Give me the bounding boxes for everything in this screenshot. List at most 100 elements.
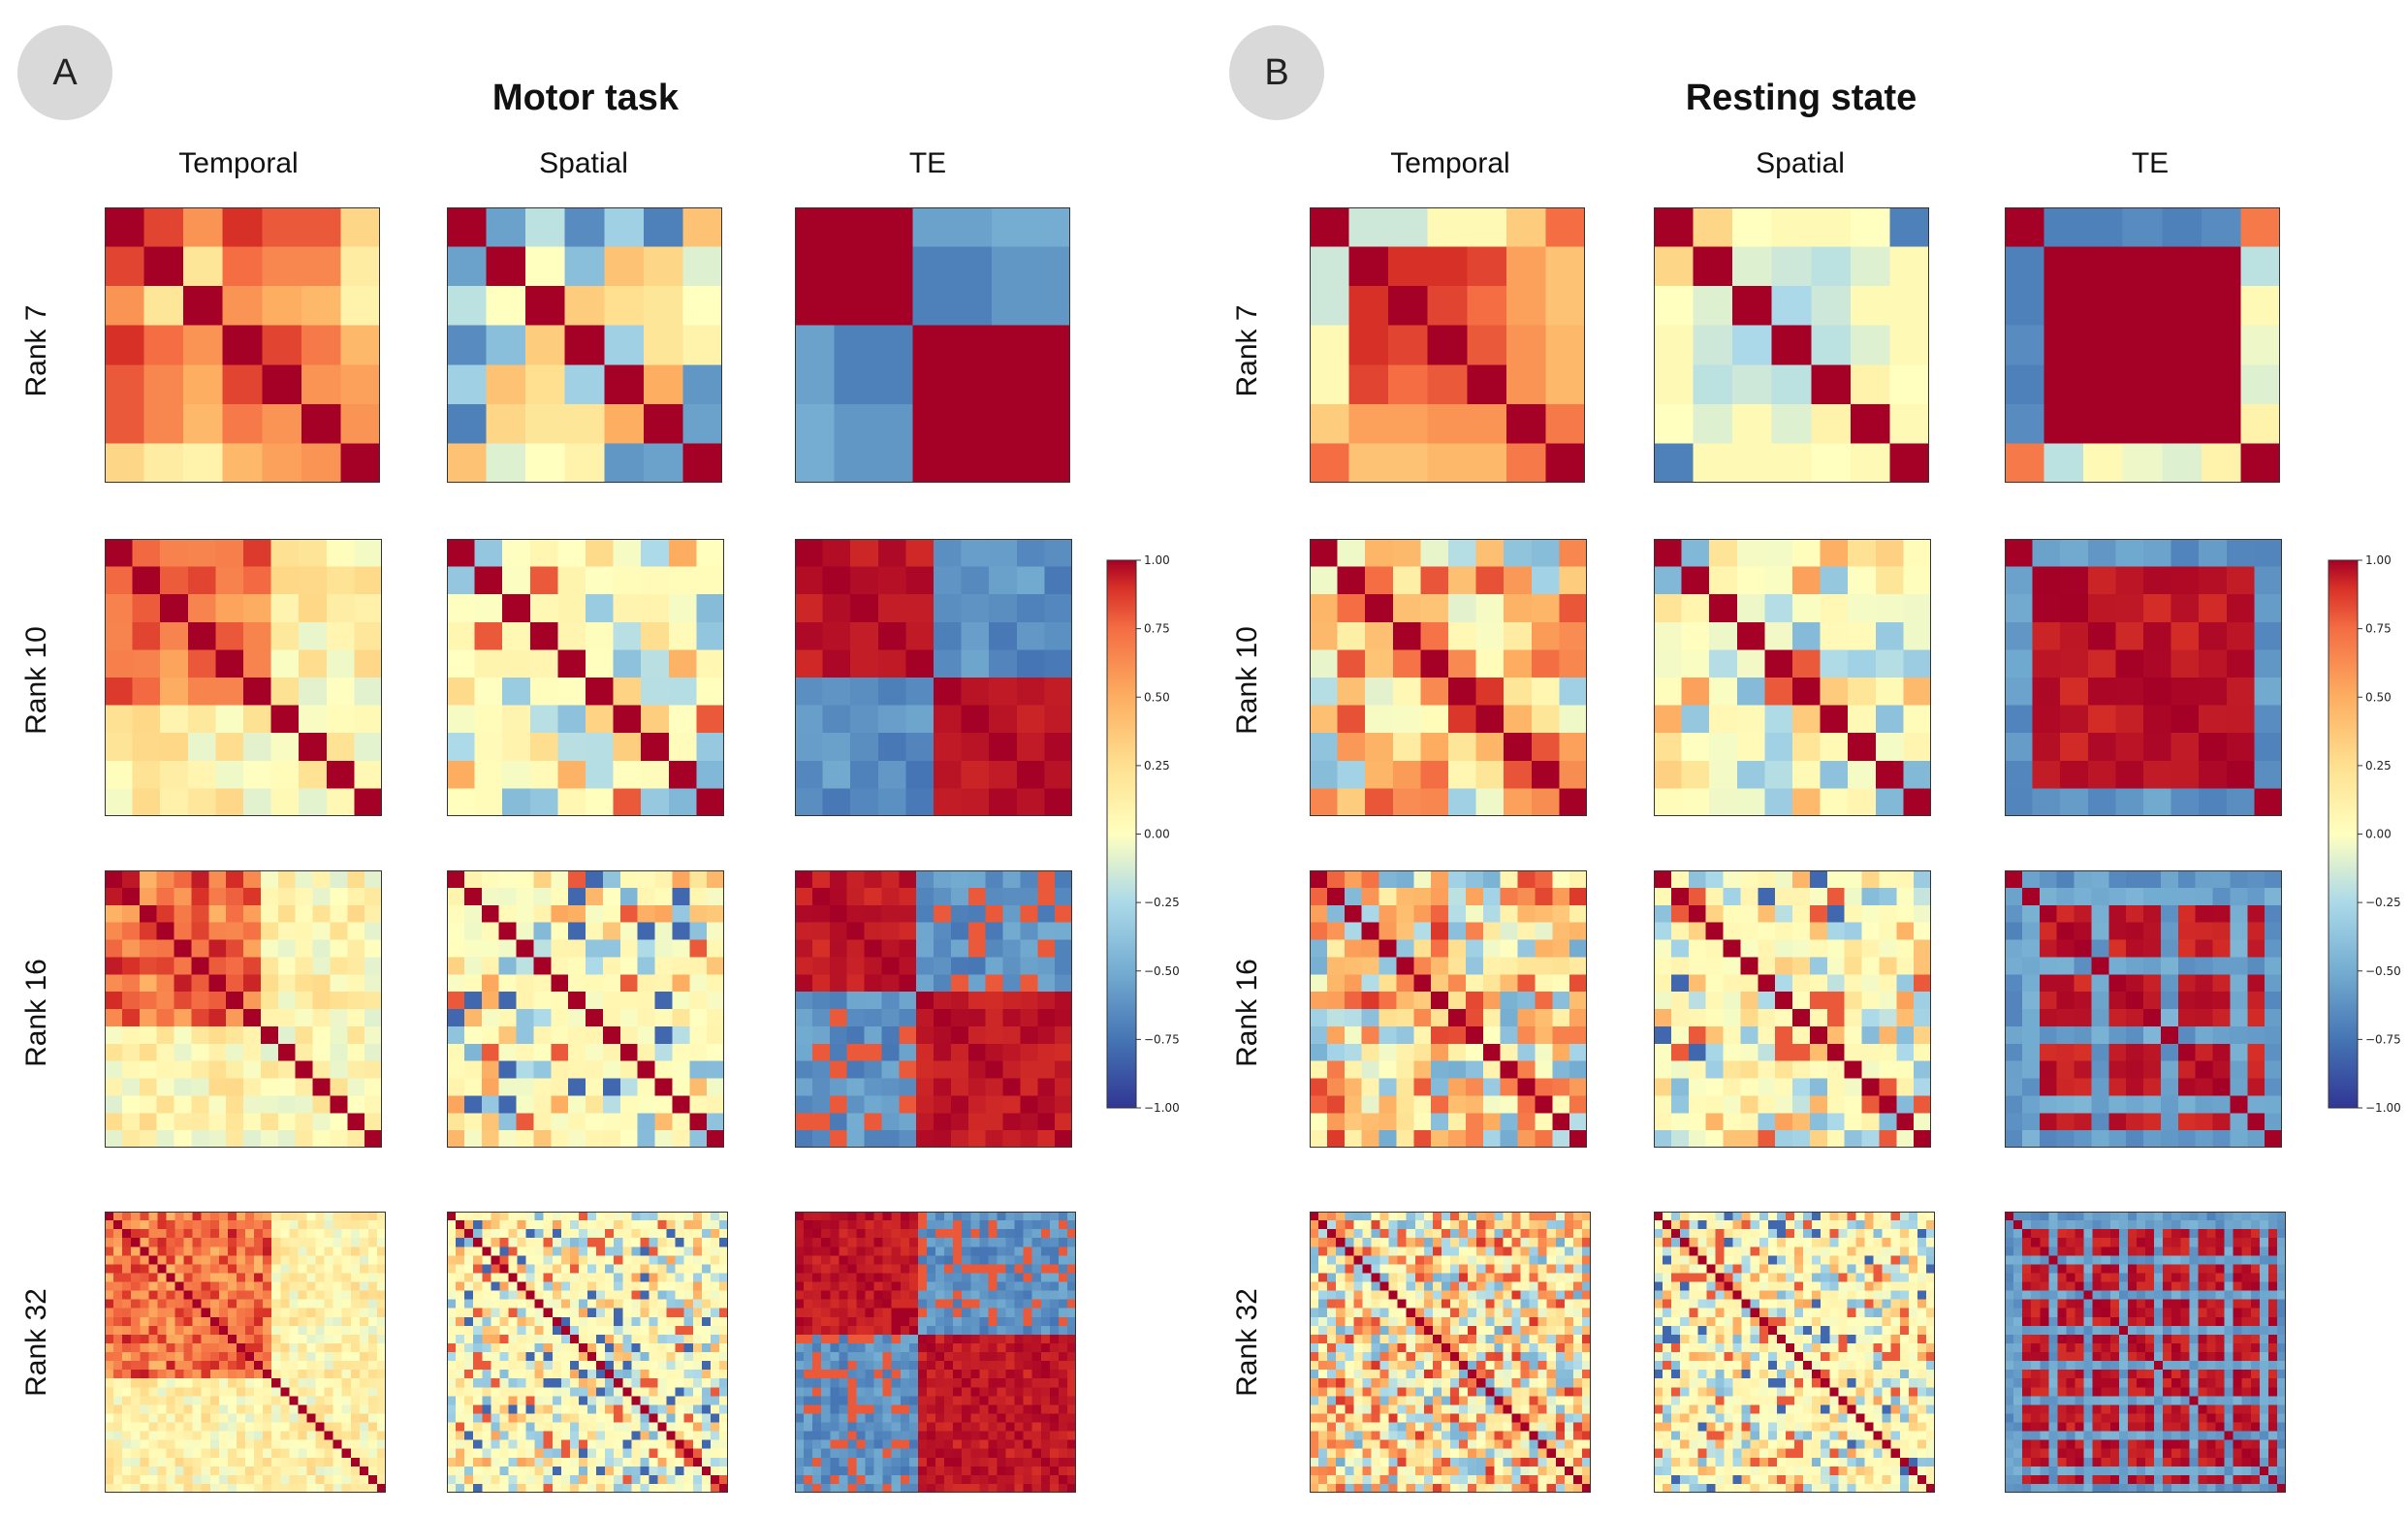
- heatmap-cell: [1379, 1308, 1390, 1318]
- heatmap-cell: [1468, 1370, 1477, 1379]
- heatmap-cell: [122, 1361, 132, 1371]
- rest-temporal-rank10-heatmap: [1310, 539, 1587, 816]
- heatmap-cell: [1736, 705, 1765, 734]
- heatmap-cell: [1002, 939, 1021, 958]
- heatmap-cell: [1771, 403, 1812, 445]
- heatmap-cell: [1723, 1009, 1741, 1027]
- heatmap-cell: [1362, 1290, 1373, 1301]
- heatmap-cell: [905, 678, 935, 707]
- heatmap-cell: [657, 1255, 668, 1265]
- heatmap-cell: [1500, 870, 1519, 889]
- heatmap-cell: [1030, 246, 1070, 287]
- heatmap-cell: [2074, 1113, 2092, 1131]
- heatmap-cell: [1327, 1387, 1337, 1397]
- heatmap-cell: [236, 1273, 246, 1283]
- heatmap-cell: [243, 733, 272, 762]
- heatmap-cell: [192, 1316, 203, 1327]
- heatmap-cell: [1379, 1290, 1390, 1301]
- heatmap-cell: [1423, 1246, 1434, 1256]
- heatmap-cell: [692, 1299, 703, 1309]
- heatmap-cell: [132, 566, 161, 595]
- heatmap-cell: [881, 887, 900, 906]
- heatmap-cell: [967, 1078, 987, 1096]
- heatmap-cell: [1318, 1264, 1328, 1275]
- heatmap-cell: [236, 1422, 246, 1433]
- heatmap-cell: [649, 1264, 659, 1275]
- heatmap-cell: [1809, 1009, 1828, 1027]
- heatmap-cell: [1848, 705, 1877, 734]
- heatmap-cell: [1371, 1316, 1381, 1327]
- heatmap-cell: [1337, 788, 1366, 816]
- heatmap-cell: [2021, 1009, 2041, 1027]
- heatmap-cell: [1820, 678, 1849, 707]
- heatmap-cell: [622, 1212, 632, 1221]
- heatmap-cell: [2212, 1009, 2231, 1027]
- heatmap-cell: [811, 922, 831, 941]
- heatmap-cell: [1723, 1078, 1741, 1096]
- heatmap-cell: [1555, 1299, 1566, 1309]
- heatmap-cell: [2265, 992, 2282, 1010]
- heatmap-cell: [491, 1325, 500, 1336]
- heatmap-cell: [1581, 1290, 1591, 1301]
- heatmap-cell: [280, 1246, 290, 1256]
- heatmap-cell: [315, 1466, 326, 1476]
- heatmap-cell: [315, 1255, 326, 1265]
- heatmap-cell: [1467, 325, 1507, 365]
- heatmap-cell: [131, 1483, 141, 1493]
- heatmap-cell: [481, 922, 500, 941]
- heatmap-cell: [1792, 1095, 1811, 1114]
- heatmap-cell: [341, 1474, 352, 1485]
- heatmap-cell: [1896, 1025, 1915, 1045]
- heatmap-cell: [1392, 733, 1421, 762]
- heatmap-cell: [364, 1113, 382, 1131]
- heatmap-cell: [350, 1229, 361, 1239]
- heatmap-cell: [254, 1255, 264, 1265]
- heatmap-cell: [183, 1431, 194, 1441]
- heatmap-cell: [270, 678, 300, 707]
- heatmap-cell: [1397, 1439, 1408, 1450]
- heatmap-cell: [1581, 1246, 1591, 1256]
- heatmap-cell: [499, 1299, 510, 1309]
- heatmap-cell: [2091, 887, 2109, 906]
- heatmap-cell: [2091, 1025, 2109, 1045]
- heatmap-cell: [280, 1404, 290, 1415]
- heatmap-cell: [692, 1281, 703, 1292]
- heatmap-cell: [718, 1246, 728, 1256]
- heatmap-cell: [2091, 922, 2109, 941]
- heatmap-cell: [654, 939, 673, 958]
- heatmap-cell: [675, 1238, 685, 1247]
- heatmap-cell: [822, 705, 851, 734]
- heatmap-cell: [113, 1229, 123, 1239]
- heatmap-cell: [2005, 1025, 2023, 1045]
- heatmap-cell: [1030, 325, 1070, 365]
- heatmap-cell: [1465, 1043, 1484, 1062]
- heatmap-cell: [131, 1448, 141, 1459]
- heatmap-cell: [578, 1229, 588, 1239]
- heatmap-cell: [1450, 1378, 1460, 1388]
- heatmap-cell: [1310, 1334, 1319, 1344]
- heatmap-cell: [525, 1325, 536, 1336]
- heatmap-cell: [2056, 887, 2075, 906]
- heatmap-cell: [236, 1308, 246, 1318]
- heatmap-cell: [289, 1264, 299, 1275]
- heatmap-cell: [1889, 403, 1929, 445]
- heatmap-cell: [1310, 1325, 1319, 1336]
- heatmap-cell: [1572, 1255, 1583, 1265]
- heatmap-cell: [696, 649, 724, 678]
- heatmap-cell: [271, 1378, 281, 1388]
- heatmap-cell: [2044, 325, 2084, 365]
- heatmap-cell: [1020, 1113, 1038, 1131]
- heatmap-cell: [1535, 1095, 1553, 1114]
- heatmap-cell: [183, 1290, 194, 1301]
- heatmap-cell: [1844, 887, 1863, 906]
- heatmap-cell: [1511, 1352, 1522, 1362]
- heatmap-cell: [877, 621, 906, 650]
- heatmap-cell: [1723, 992, 1741, 1010]
- heatmap-cell: [1529, 1413, 1539, 1424]
- heatmap-cell: [1494, 1238, 1504, 1247]
- heatmap-cell: [1055, 957, 1072, 975]
- panel-b-title: Resting state: [1685, 78, 1917, 118]
- heatmap-cell: [1037, 870, 1056, 889]
- heatmap-cell: [1511, 1290, 1522, 1301]
- heatmap-cell: [1379, 1325, 1390, 1336]
